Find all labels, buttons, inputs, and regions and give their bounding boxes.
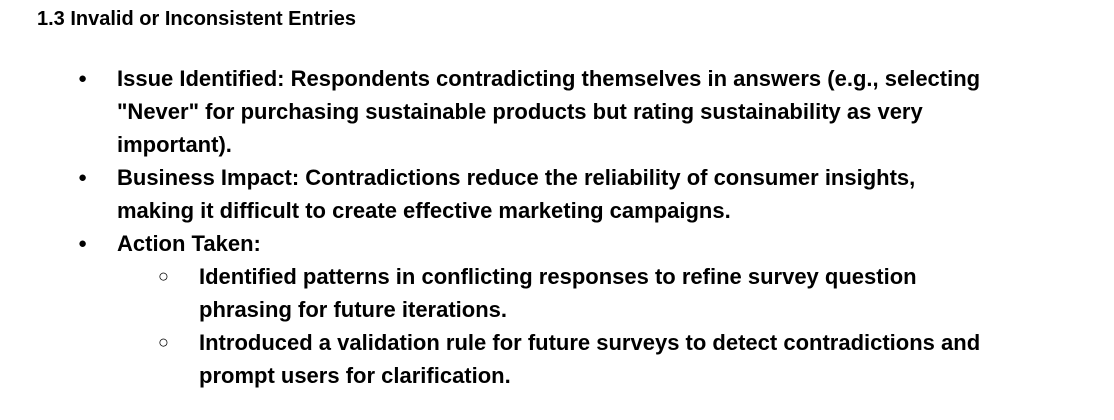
- bullet-issue-identified: ● Issue Identified: Respondents contradi…: [0, 62, 1114, 161]
- bullet-marker: ●: [78, 70, 88, 87]
- sub-bullet-text-line: prompt users for clarification.: [199, 363, 511, 388]
- bullet-text-line: Issue Identified: Respondents contradict…: [117, 66, 981, 91]
- bullet-action-taken: ● Action Taken: ○ Identified patterns in…: [0, 227, 1114, 392]
- sub-bullet-list: ○ Identified patterns in conflicting res…: [117, 260, 1114, 392]
- bullet-text-line: Action Taken:: [117, 231, 261, 256]
- sub-bullet-identified-patterns: ○ Identified patterns in conflicting res…: [117, 260, 1114, 326]
- bullet-marker: ●: [78, 235, 88, 252]
- sub-bullet-marker: ○: [158, 266, 169, 286]
- bullet-text-line: making it difficult to create effective …: [117, 198, 731, 223]
- bullet-list: ● Issue Identified: Respondents contradi…: [0, 62, 1114, 392]
- bullet-marker: ●: [78, 169, 88, 186]
- section-heading: 1.3 Invalid or Inconsistent Entries: [37, 8, 356, 30]
- bullet-text-line: Business Impact: Contradictions reduce t…: [117, 165, 916, 190]
- bullet-business-impact: ● Business Impact: Contradictions reduce…: [0, 161, 1114, 227]
- sub-bullet-marker: ○: [158, 332, 169, 352]
- sub-bullet-text-line: Introduced a validation rule for future …: [199, 330, 981, 355]
- bullet-text-line: important).: [117, 132, 232, 157]
- sub-bullet-validation-rule: ○ Introduced a validation rule for futur…: [117, 326, 1114, 392]
- sub-bullet-text-line: phrasing for future iterations.: [199, 297, 508, 322]
- sub-bullet-text-line: Identified patterns in conflicting respo…: [199, 264, 917, 289]
- bullet-text-line: "Never" for purchasing sustainable produ…: [117, 99, 923, 124]
